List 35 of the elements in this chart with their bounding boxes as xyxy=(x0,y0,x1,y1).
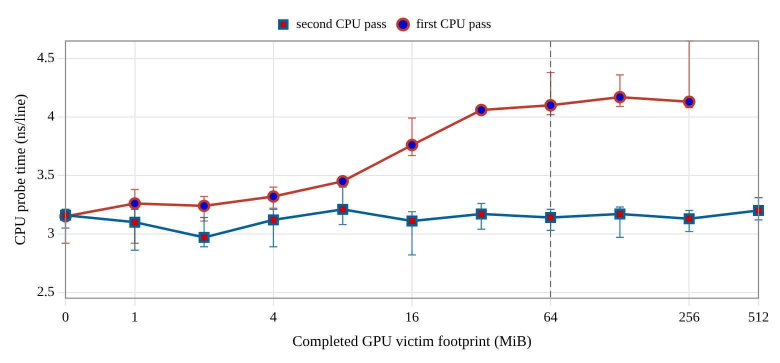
point xyxy=(198,232,210,243)
y-tick-label: 3.5 xyxy=(37,168,54,184)
point xyxy=(545,212,556,224)
y-tick-label: 4.5 xyxy=(37,51,54,66)
point xyxy=(267,190,280,203)
point xyxy=(544,99,557,112)
x-axis-title: Completed GPU victim footprint (MiB) xyxy=(292,334,532,350)
x-tick-label: 1 xyxy=(131,310,138,326)
point xyxy=(614,90,626,104)
point xyxy=(337,204,348,215)
point xyxy=(684,213,695,224)
point xyxy=(406,216,418,227)
point xyxy=(198,200,210,212)
y-tick-label: 2.5 xyxy=(37,285,54,300)
point xyxy=(406,138,418,152)
point xyxy=(475,104,488,116)
x-tick-label: 512 xyxy=(748,310,769,326)
x-tick-label: 256 xyxy=(678,310,700,326)
y-tick-label: 4 xyxy=(48,110,54,125)
x-tick-label: 16 xyxy=(405,310,419,326)
x-tick-label: 64 xyxy=(544,310,558,326)
point xyxy=(682,96,696,108)
y-tick-label: 3 xyxy=(48,226,54,242)
point xyxy=(129,216,140,228)
point xyxy=(268,214,279,226)
x-tick-label: 0 xyxy=(62,310,69,326)
legend-label: second CPU pass xyxy=(296,16,387,31)
point xyxy=(476,208,487,220)
x-tick-label: 4 xyxy=(270,310,277,326)
point xyxy=(128,197,142,210)
point xyxy=(753,205,764,216)
point xyxy=(336,175,349,188)
legend-label: first CPU pass xyxy=(416,16,492,31)
point xyxy=(614,208,626,220)
y-axis-title: CPU probe time (ns/line) xyxy=(12,94,29,246)
